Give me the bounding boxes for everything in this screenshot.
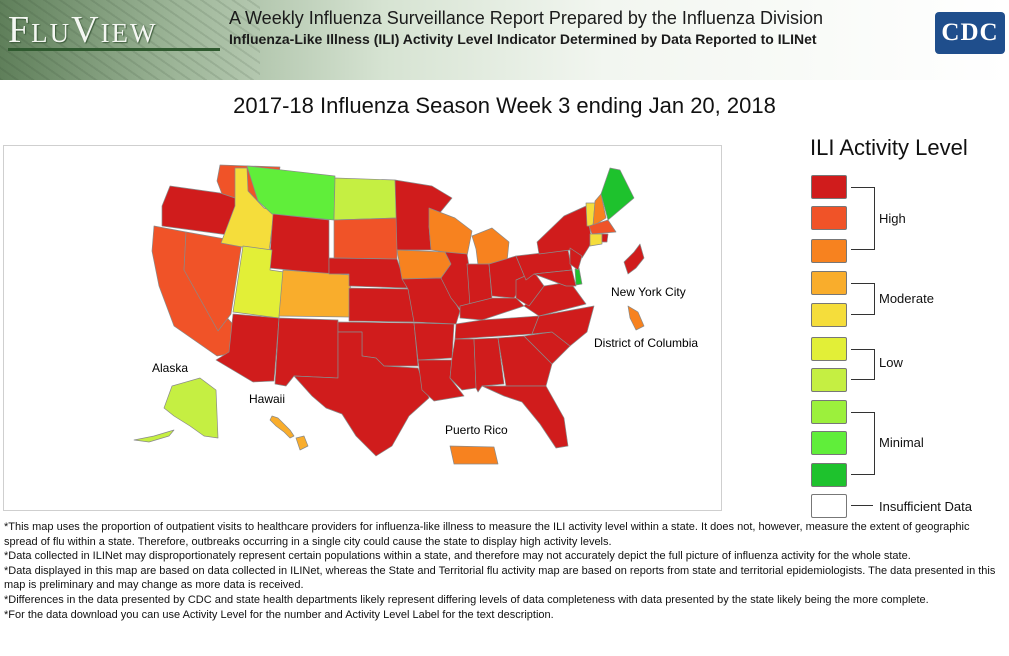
region-district-of-columbia bbox=[627, 305, 645, 331]
state-mississippi bbox=[449, 338, 477, 391]
state-new-jersey bbox=[569, 247, 583, 271]
state-iowa bbox=[396, 249, 452, 280]
legend-label-low: Low bbox=[879, 355, 903, 370]
state-massachusetts bbox=[588, 219, 617, 235]
state-alaska-chain bbox=[133, 429, 175, 443]
banner-texture bbox=[0, 0, 260, 80]
fluview-logo-underline bbox=[8, 48, 220, 51]
cdc-logo[interactable]: CDC bbox=[935, 12, 1005, 54]
label-new-york-city: New York City bbox=[611, 285, 686, 299]
legend-swatch-level-2 bbox=[811, 431, 847, 455]
state-south-dakota bbox=[333, 217, 398, 260]
legend-label-high: High bbox=[879, 211, 906, 226]
state-new-hampshire bbox=[592, 193, 607, 227]
label-district-of-columbia: District of Columbia bbox=[594, 336, 699, 350]
legend-swatch-level-7 bbox=[811, 271, 847, 295]
state-delaware bbox=[574, 267, 583, 286]
footnote-1: *This map uses the proportion of outpati… bbox=[4, 521, 970, 548]
legend-swatch-level-9 bbox=[811, 206, 847, 230]
fluview-logo[interactable]: FluView bbox=[8, 9, 158, 51]
legend-label-minimal: Minimal bbox=[879, 435, 924, 450]
legend-bracket-low bbox=[851, 349, 875, 380]
map-title: 2017-18 Influenza Season Week 3 ending J… bbox=[233, 93, 776, 118]
legend-bracket-high bbox=[851, 187, 875, 250]
state-new-mexico bbox=[274, 317, 339, 387]
state-wyoming bbox=[268, 213, 330, 275]
legend-swatch-level-4 bbox=[811, 368, 847, 392]
state-arkansas bbox=[413, 322, 455, 361]
label-puerto-rico: Puerto Rico bbox=[445, 423, 508, 437]
footnote-4: *Differences in the data presented by CD… bbox=[4, 593, 929, 606]
legend-swatch-level-10 bbox=[811, 175, 847, 199]
state-alaska bbox=[163, 377, 219, 439]
legend-swatch-level-5 bbox=[811, 337, 847, 361]
footnote-5: *For the data download you can use Activ… bbox=[4, 608, 554, 621]
territory-puerto-rico bbox=[449, 445, 499, 465]
state-maryland bbox=[533, 269, 577, 287]
footnote-3: *Data displayed in this map are based on… bbox=[4, 564, 996, 592]
legend-label-insufficient: Insufficient Data bbox=[879, 499, 972, 514]
state-rhode-island bbox=[601, 233, 609, 243]
footnotes: *This map uses the proportion of outpati… bbox=[4, 520, 1004, 622]
state-hawaii-islands bbox=[269, 415, 295, 439]
report-title: A Weekly Influenza Surveillance Report P… bbox=[229, 8, 823, 28]
legend-swatch-level-8 bbox=[811, 239, 847, 263]
state-illinois bbox=[440, 251, 475, 315]
state-maine bbox=[600, 167, 635, 221]
state-wisconsin bbox=[428, 207, 473, 257]
legend-swatch-level-3 bbox=[811, 400, 847, 424]
state-texas bbox=[293, 331, 430, 457]
legend-swatch-insufficient bbox=[811, 494, 847, 518]
footnote-2: *Data collected in ILINet may disproport… bbox=[4, 550, 911, 563]
state-georgia bbox=[497, 335, 553, 387]
report-subtitle: Influenza-Like Illness (ILI) Activity Le… bbox=[229, 31, 817, 47]
state-north-dakota bbox=[333, 177, 398, 221]
label-hawaii: Hawaii bbox=[249, 392, 286, 406]
legend-swatch-level-1 bbox=[811, 463, 847, 487]
state-hawaii bbox=[295, 435, 309, 451]
state-colorado bbox=[278, 269, 352, 318]
legend-label-moderate: Moderate bbox=[879, 291, 934, 306]
legend-bracket-minimal bbox=[851, 412, 875, 475]
legend-swatch-level-6 bbox=[811, 303, 847, 327]
state-nebraska bbox=[328, 257, 408, 289]
state-florida bbox=[481, 385, 569, 449]
legend-title: ILI Activity Level bbox=[810, 135, 968, 160]
label-alaska: Alaska bbox=[152, 361, 189, 375]
state-north-carolina bbox=[531, 305, 595, 347]
header-banner: FluView A Weekly Influenza Surveillance … bbox=[0, 0, 1009, 80]
us-map-svg bbox=[133, 164, 645, 465]
ili-activity-map: New York City District of Columbia Alask… bbox=[3, 145, 722, 511]
legend-connector-insufficient bbox=[851, 505, 873, 506]
legend-bracket-moderate bbox=[851, 283, 875, 315]
state-connecticut bbox=[589, 233, 603, 247]
region-new-york-city bbox=[623, 243, 645, 275]
state-new-york bbox=[536, 205, 593, 259]
state-kansas bbox=[348, 287, 415, 323]
